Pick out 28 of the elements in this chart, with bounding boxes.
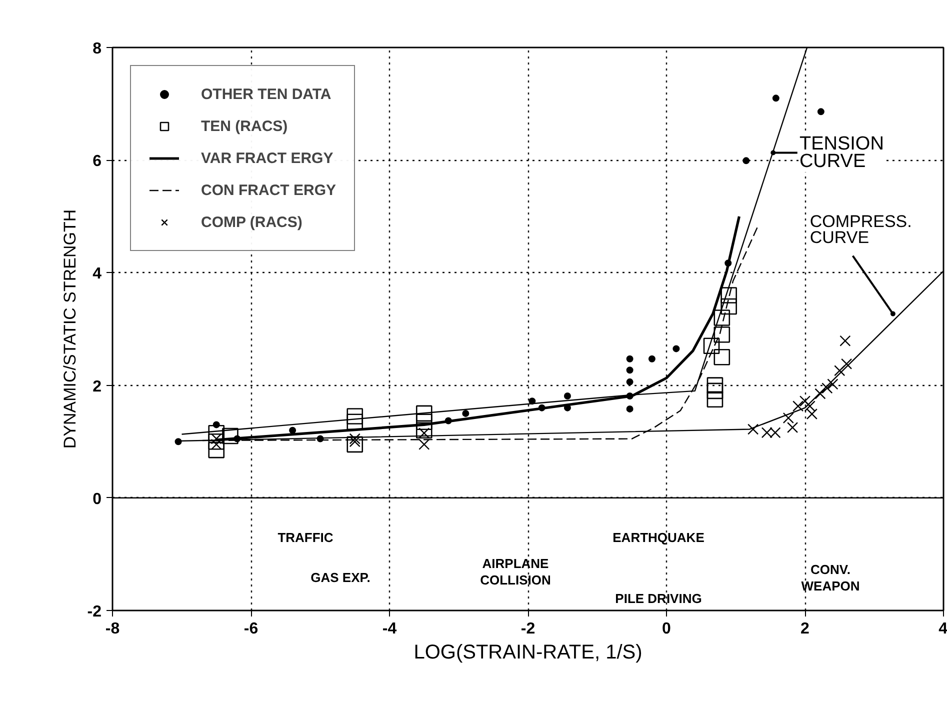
y-tick-label: 6 <box>92 153 102 170</box>
legend-label: TEN (RACS) <box>201 118 288 134</box>
x-tick-label: -8 <box>105 620 120 638</box>
y-tick-label: 4 <box>92 266 102 283</box>
x-tick-label: 4 <box>938 620 947 638</box>
x-tick-label: -2 <box>520 620 536 638</box>
x-axis-title: LOG(STRAIN-RATE, 1/S) <box>414 642 642 664</box>
x-tick-label: -4 <box>382 620 397 638</box>
legend-label: OTHER TEN DATA <box>201 86 332 102</box>
annotation: PILE DRIVING <box>615 591 702 606</box>
annotation: TENSION CURVE <box>799 133 884 172</box>
legend-label: CON FRACT ERGY <box>201 182 336 198</box>
annotation: EARTHQUAKE <box>612 530 705 545</box>
y-tick-label: -2 <box>87 604 102 620</box>
x-tick-label: -6 <box>244 620 258 638</box>
legend-label: VAR FRACT ERGY <box>201 150 334 166</box>
annotation: TRAFFIC <box>278 530 334 545</box>
x-tick-label: 0 <box>662 620 672 638</box>
x-tick-label: 2 <box>800 620 810 638</box>
annotation: AIRPLANE COLLISION <box>480 556 551 588</box>
annotation: CONV. WEAPON <box>801 562 860 594</box>
y-axis-title: DYNAMIC/STATIC STRENGTH <box>60 209 80 449</box>
annotation: GAS EXP. <box>310 570 370 585</box>
legend-label: COMP (RACS) <box>201 214 302 230</box>
annotation: COMPRESS. CURVE <box>810 212 912 247</box>
y-tick-label: 2 <box>92 378 102 396</box>
y-tick-label: 8 <box>92 40 102 58</box>
y-tick-label: 0 <box>92 490 102 508</box>
